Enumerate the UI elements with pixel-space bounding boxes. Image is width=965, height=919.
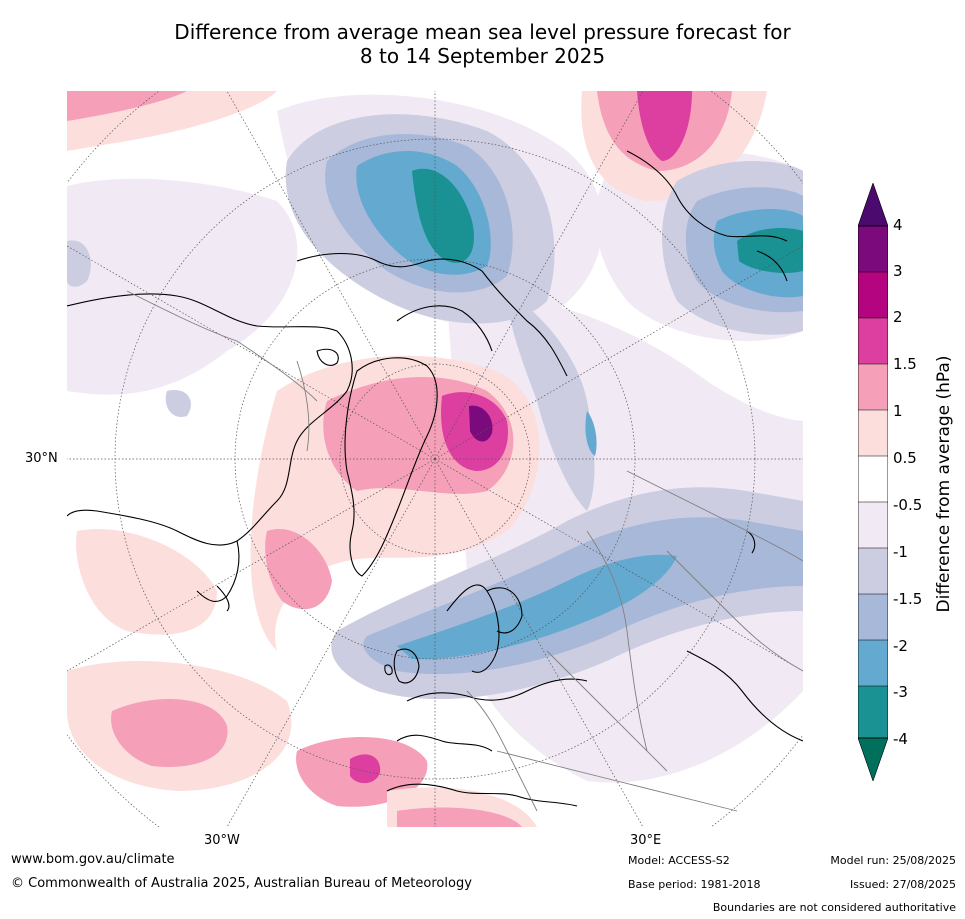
colorbar-extend-bottom [857,737,889,782]
colorbar-tick-label: 0.5 [893,449,917,467]
colorbar-tick-label: 2 [893,308,903,326]
disclaimer-text: Boundaries are not considered authoritat… [712,901,956,914]
colorbar-extend-top [857,182,889,227]
lat-label-30n: 30°N [25,451,58,466]
colorbar-tick-label: 3 [893,262,903,280]
title-line-1: Difference from average mean sea level p… [174,20,791,44]
colorbar-bin-neg2-neg1.5 [858,594,888,640]
issued-text: Issued: 27/08/2025 [849,878,956,891]
colorbar-bin-neutral [858,456,888,502]
colorbar-bin-neg1.5-neg1 [858,548,888,594]
colorbar-tick-label: -4 [893,730,908,748]
model-run-text: Model run: 25/08/2025 [830,854,956,867]
lon-label-30w: 30°W [204,833,240,848]
base-period-text: Base period: 1981-2018 [628,878,761,891]
chart-title: Difference from average mean sea level p… [0,20,965,68]
country-borders [126,290,803,812]
colorbar [857,182,889,782]
colorbar-tick-label: 1.5 [893,355,917,373]
colorbar-bin-0.5-1 [858,410,888,456]
colorbar-bin-1-1.5 [858,364,888,410]
colorbar-bin-3-4 [858,226,888,272]
colorbar-tick-label: 1 [893,402,903,420]
lon-label-30e: 30°E [630,833,662,848]
title-line-2: 8 to 14 September 2025 [359,44,606,68]
colorbar-tick-label: -0.5 [893,496,923,514]
colorbar-bin-2-3 [858,272,888,318]
colorbar-tick-label: -1.5 [893,590,923,608]
colorbar-tick-label: 4 [893,216,903,234]
anomaly-fields [67,91,803,827]
colorbar-tick-label: -2 [893,637,908,655]
colorbar-bin-1.5-2 [858,318,888,364]
colorbar-tick-label: -1 [893,543,908,561]
colorbar-tick-label: -3 [893,683,908,701]
copyright-text: © Commonwealth of Australia 2025, Austra… [11,876,472,891]
colorbar-bin-neg1-neg0.5 [858,502,888,548]
website-link[interactable]: www.bom.gov.au/climate [11,852,175,867]
pressure-anomaly-map [67,91,803,827]
colorbar-bin-neg4-neg3 [858,686,888,738]
colorbar-title: Difference from average (hPa) [934,355,954,613]
model-text: Model: ACCESS-S2 [628,854,730,867]
coastlines [67,150,803,807]
colorbar-bin-neg3-neg2 [858,640,888,686]
